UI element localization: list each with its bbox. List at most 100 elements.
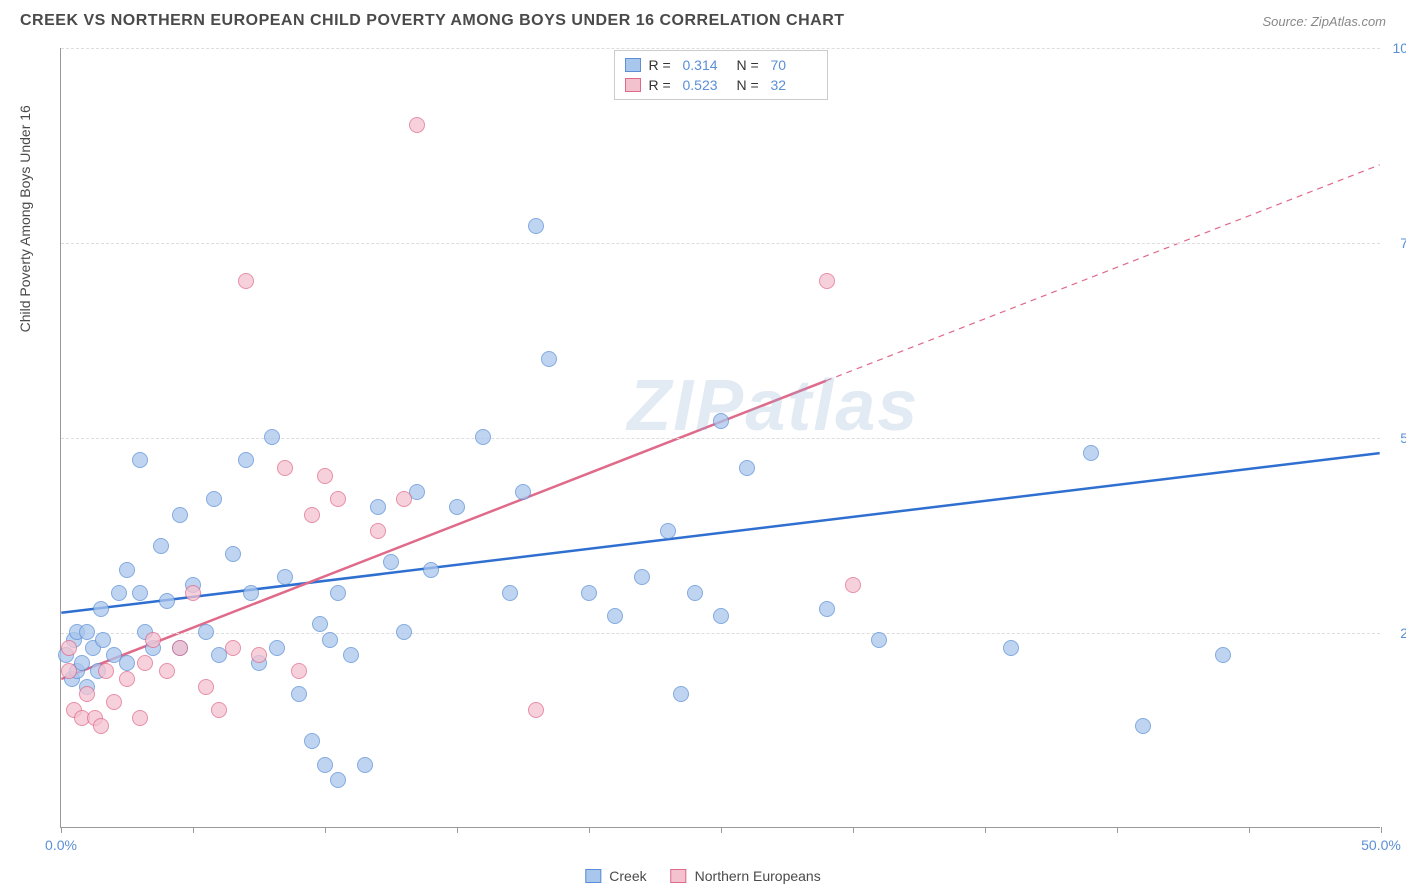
scatter-point bbox=[396, 624, 412, 640]
x-tick bbox=[985, 827, 986, 833]
scatter-point bbox=[185, 585, 201, 601]
y-tick-label: 100.0% bbox=[1386, 40, 1406, 56]
r-value: 0.314 bbox=[683, 57, 729, 73]
n-label: N = bbox=[737, 77, 763, 93]
scatter-point bbox=[132, 710, 148, 726]
scatter-point bbox=[61, 663, 77, 679]
scatter-point bbox=[98, 663, 114, 679]
x-tick bbox=[457, 827, 458, 833]
scatter-point bbox=[111, 585, 127, 601]
x-tick bbox=[325, 827, 326, 833]
scatter-point bbox=[871, 632, 887, 648]
legend-swatch bbox=[585, 869, 601, 883]
y-tick-label: 25.0% bbox=[1386, 625, 1406, 641]
scatter-point bbox=[153, 538, 169, 554]
x-tick bbox=[1249, 827, 1250, 833]
y-tick-label: 50.0% bbox=[1386, 430, 1406, 446]
x-tick bbox=[853, 827, 854, 833]
scatter-point bbox=[206, 491, 222, 507]
r-label: R = bbox=[649, 57, 675, 73]
scatter-point bbox=[449, 499, 465, 515]
scatter-point bbox=[330, 491, 346, 507]
scatter-point bbox=[515, 484, 531, 500]
scatter-point bbox=[159, 593, 175, 609]
x-tick bbox=[1117, 827, 1118, 833]
scatter-point bbox=[198, 679, 214, 695]
scatter-point bbox=[383, 554, 399, 570]
scatter-point bbox=[198, 624, 214, 640]
scatter-point bbox=[607, 608, 623, 624]
scatter-point bbox=[1003, 640, 1019, 656]
chart-title: CREEK VS NORTHERN EUROPEAN CHILD POVERTY… bbox=[20, 12, 845, 30]
scatter-point bbox=[330, 772, 346, 788]
stats-legend-row: R =0.523N =32 bbox=[625, 75, 817, 95]
x-tick bbox=[589, 827, 590, 833]
scatter-point bbox=[291, 663, 307, 679]
scatter-point bbox=[528, 218, 544, 234]
scatter-point bbox=[269, 640, 285, 656]
legend-item: Northern Europeans bbox=[671, 868, 821, 884]
scatter-point bbox=[119, 671, 135, 687]
scatter-point bbox=[304, 507, 320, 523]
scatter-point bbox=[243, 585, 259, 601]
gridline bbox=[61, 48, 1380, 49]
scatter-point bbox=[277, 460, 293, 476]
scatter-point bbox=[330, 585, 346, 601]
scatter-point bbox=[713, 608, 729, 624]
scatter-point bbox=[370, 523, 386, 539]
series-legend: Creek Northern Europeans bbox=[585, 868, 820, 884]
scatter-point bbox=[322, 632, 338, 648]
source-label: Source: ZipAtlas.com bbox=[1262, 14, 1386, 29]
scatter-point bbox=[1135, 718, 1151, 734]
r-label: R = bbox=[649, 77, 675, 93]
scatter-point bbox=[225, 546, 241, 562]
x-tick bbox=[721, 827, 722, 833]
scatter-point bbox=[673, 686, 689, 702]
y-axis-title: Child Poverty Among Boys Under 16 bbox=[17, 105, 33, 332]
scatter-point bbox=[312, 616, 328, 632]
scatter-point bbox=[145, 632, 161, 648]
scatter-point bbox=[845, 577, 861, 593]
stats-legend: R =0.314N =70R =0.523N =32 bbox=[614, 50, 828, 100]
legend-swatch bbox=[671, 869, 687, 883]
scatter-point bbox=[475, 429, 491, 445]
scatter-point bbox=[132, 585, 148, 601]
scatter-point bbox=[357, 757, 373, 773]
scatter-point bbox=[79, 624, 95, 640]
scatter-point bbox=[502, 585, 518, 601]
scatter-point bbox=[238, 452, 254, 468]
watermark: ZIPatlas bbox=[627, 365, 919, 447]
scatter-point bbox=[238, 273, 254, 289]
scatter-point bbox=[541, 351, 557, 367]
legend-label: Northern Europeans bbox=[695, 868, 821, 884]
scatter-point bbox=[251, 647, 267, 663]
scatter-chart: Child Poverty Among Boys Under 16 ZIPatl… bbox=[60, 48, 1380, 828]
scatter-point bbox=[119, 562, 135, 578]
scatter-point bbox=[739, 460, 755, 476]
scatter-point bbox=[264, 429, 280, 445]
scatter-point bbox=[687, 585, 703, 601]
scatter-point bbox=[277, 569, 293, 585]
n-value: 32 bbox=[771, 77, 817, 93]
scatter-point bbox=[396, 491, 412, 507]
scatter-point bbox=[119, 655, 135, 671]
x-tick bbox=[193, 827, 194, 833]
scatter-point bbox=[132, 452, 148, 468]
stats-legend-row: R =0.314N =70 bbox=[625, 55, 817, 75]
scatter-point bbox=[317, 757, 333, 773]
gridline bbox=[61, 633, 1380, 634]
legend-swatch bbox=[625, 58, 641, 72]
scatter-point bbox=[423, 562, 439, 578]
scatter-point bbox=[225, 640, 241, 656]
scatter-point bbox=[95, 632, 111, 648]
scatter-point bbox=[137, 655, 153, 671]
n-label: N = bbox=[737, 57, 763, 73]
gridline bbox=[61, 243, 1380, 244]
scatter-point bbox=[159, 663, 175, 679]
scatter-point bbox=[1083, 445, 1099, 461]
legend-label: Creek bbox=[609, 868, 646, 884]
scatter-point bbox=[581, 585, 597, 601]
x-tick-label: 0.0% bbox=[45, 837, 77, 853]
scatter-point bbox=[172, 640, 188, 656]
scatter-point bbox=[79, 686, 95, 702]
